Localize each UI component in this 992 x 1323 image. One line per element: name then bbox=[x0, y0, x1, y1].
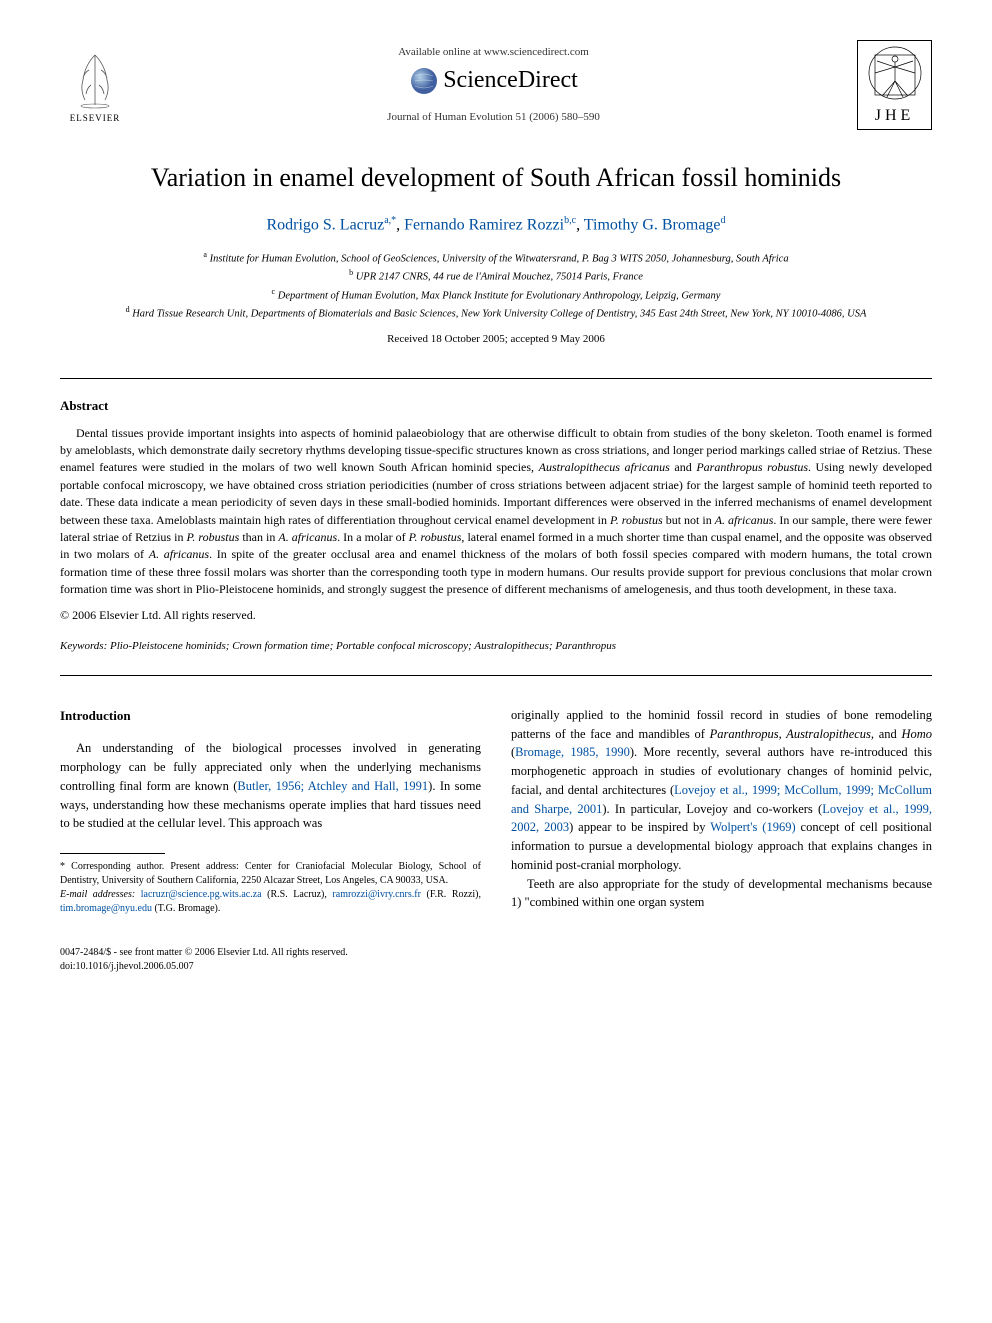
author-link[interactable]: Rodrigo S. Lacruz bbox=[266, 217, 384, 234]
elsevier-logo: ELSEVIER bbox=[60, 45, 130, 125]
author-affil-sup: b,c bbox=[564, 215, 576, 226]
introduction-heading: Introduction bbox=[60, 706, 481, 726]
sciencedirect-logo: ScienceDirect bbox=[130, 64, 857, 98]
footer-left: 0047-2484/$ - see front matter © 2006 El… bbox=[60, 946, 348, 974]
keywords-text: Plio-Pleistocene hominids; Crown formati… bbox=[110, 640, 616, 652]
intro-paragraph: An understanding of the biological proce… bbox=[60, 739, 481, 833]
keywords-label: Keywords: bbox=[60, 640, 107, 652]
issn-line: 0047-2484/$ - see front matter © 2006 El… bbox=[60, 946, 348, 960]
author-affil-sup: a,* bbox=[384, 215, 396, 226]
vitruvian-icon bbox=[865, 43, 925, 103]
right-column: originally applied to the hominid fossil… bbox=[511, 706, 932, 916]
footnote-divider bbox=[60, 853, 165, 854]
copyright-line: © 2006 Elsevier Ltd. All rights reserved… bbox=[60, 607, 932, 624]
page-footer: 0047-2484/$ - see front matter © 2006 El… bbox=[60, 946, 932, 974]
article-title: Variation in enamel development of South… bbox=[60, 160, 932, 196]
email-label: E-mail addresses: bbox=[60, 889, 135, 900]
jhe-label: JHE bbox=[875, 105, 915, 127]
doi-line: doi:10.1016/j.jhevol.2006.05.007 bbox=[60, 960, 348, 974]
footnote-emails: E-mail addresses: lacruzr@science.pg.wit… bbox=[60, 888, 481, 916]
sciencedirect-ball-icon bbox=[409, 66, 439, 96]
email-link[interactable]: tim.bromage@nyu.edu bbox=[60, 903, 152, 914]
affiliation-line: d Hard Tissue Research Unit, Departments… bbox=[60, 304, 932, 322]
author-link[interactable]: Timothy G. Bromage bbox=[584, 217, 721, 234]
elsevier-tree-icon bbox=[65, 50, 125, 110]
abstract-text: Dental tissues provide important insight… bbox=[60, 425, 932, 599]
citation-link[interactable]: Bromage, 1985, 1990 bbox=[515, 745, 630, 759]
abstract-heading: Abstract bbox=[60, 397, 932, 415]
citation-link[interactable]: Butler, 1956; Atchley and Hall, 1991 bbox=[237, 779, 428, 793]
sciencedirect-name: ScienceDirect bbox=[443, 64, 578, 98]
jhe-logo: JHE bbox=[857, 40, 932, 130]
affiliations: a Institute for Human Evolution, School … bbox=[60, 249, 932, 322]
author-sep: , bbox=[396, 217, 404, 234]
citation-link[interactable]: Wolpert's (1969) bbox=[710, 820, 795, 834]
intro-paragraph-2: Teeth are also appropriate for the study… bbox=[511, 875, 932, 913]
footnote-corr: * Corresponding author. Present address:… bbox=[60, 860, 481, 888]
affiliation-line: c Department of Human Evolution, Max Pla… bbox=[60, 286, 932, 304]
available-online-text: Available online at www.sciencedirect.co… bbox=[130, 45, 857, 60]
body-columns: Introduction An understanding of the bio… bbox=[60, 706, 932, 916]
email-link[interactable]: ramrozzi@ivry.cnrs.fr bbox=[332, 889, 421, 900]
keywords: Keywords: Plio-Pleistocene hominids; Cro… bbox=[60, 639, 932, 654]
divider bbox=[60, 378, 932, 379]
journal-citation: Journal of Human Evolution 51 (2006) 580… bbox=[130, 110, 857, 125]
email-link[interactable]: lacruzr@science.pg.wits.ac.za bbox=[141, 889, 262, 900]
affiliation-line: b UPR 2147 CNRS, 44 rue de l'Amiral Mouc… bbox=[60, 267, 932, 285]
left-column: Introduction An understanding of the bio… bbox=[60, 706, 481, 916]
corresponding-author-footnote: * Corresponding author. Present address:… bbox=[60, 860, 481, 916]
intro-paragraph-cont: originally applied to the hominid fossil… bbox=[511, 706, 932, 875]
divider bbox=[60, 675, 932, 676]
author-link[interactable]: Fernando Ramirez Rozzi bbox=[404, 217, 564, 234]
author-sep: , bbox=[576, 217, 584, 234]
header-row: ELSEVIER Available online at www.science… bbox=[60, 40, 932, 130]
affiliation-line: a Institute for Human Evolution, School … bbox=[60, 249, 932, 267]
author-affil-sup: d bbox=[721, 215, 726, 226]
center-header: Available online at www.sciencedirect.co… bbox=[130, 45, 857, 125]
author-list: Rodrigo S. Lacruza,*, Fernando Ramirez R… bbox=[60, 214, 932, 237]
elsevier-label: ELSEVIER bbox=[70, 112, 121, 125]
article-dates: Received 18 October 2005; accepted 9 May… bbox=[60, 332, 932, 347]
